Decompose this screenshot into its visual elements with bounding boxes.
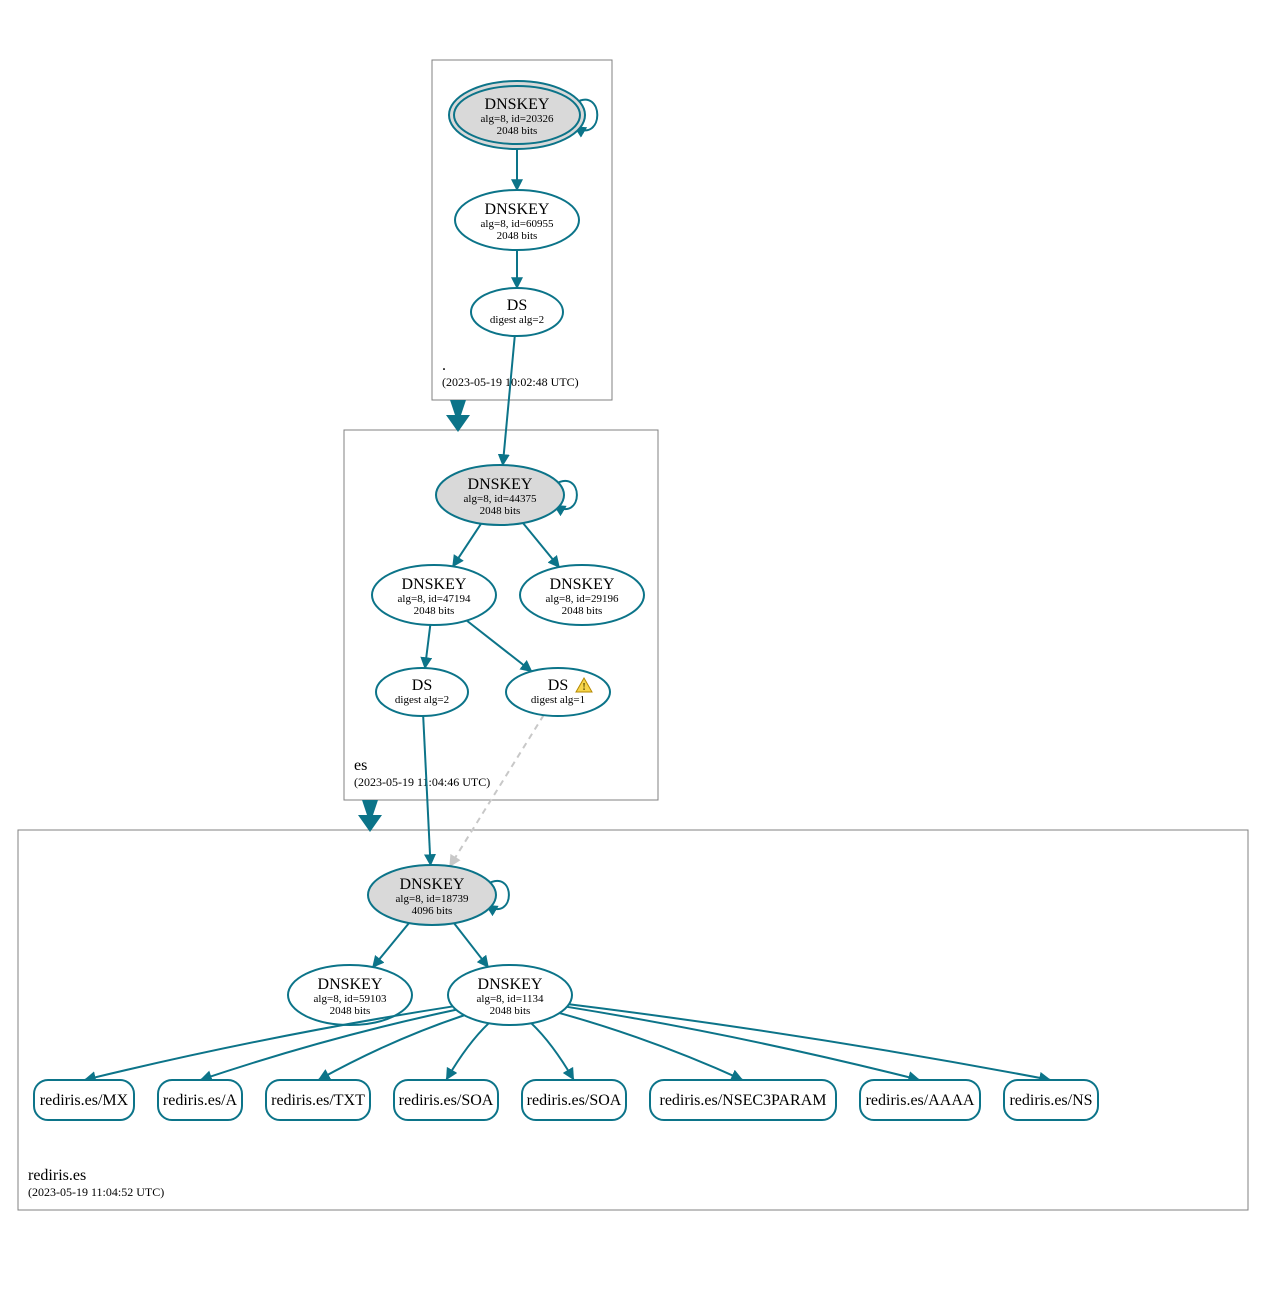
rrset-6: rediris.es/AAAA — [860, 1080, 980, 1120]
edge-red_ksk-red_zsk2 — [454, 923, 488, 967]
rrset-1: rediris.es/A — [158, 1080, 242, 1120]
svg-text:rediris.es: rediris.es — [28, 1167, 86, 1184]
svg-text:digest alg=1: digest alg=1 — [531, 694, 585, 706]
svg-text:rediris.es/SOA: rediris.es/SOA — [399, 1092, 494, 1109]
svg-text:digest alg=2: digest alg=2 — [490, 314, 544, 326]
edge-es_ds2-red_ksk — [450, 715, 544, 866]
node-red_ksk: DNSKEYalg=8, id=187394096 bits — [368, 865, 496, 925]
rrset-4: rediris.es/SOA — [522, 1080, 626, 1120]
svg-text:alg=8, id=18739: alg=8, id=18739 — [396, 893, 469, 905]
node-es_zsk2: DNSKEYalg=8, id=291962048 bits — [520, 565, 644, 625]
node-root_ds: DSdigest alg=2 — [471, 288, 563, 336]
svg-text:DNSKEY: DNSKEY — [318, 976, 383, 993]
svg-text:DNSKEY: DNSKEY — [550, 576, 615, 593]
svg-text:(2023-05-19 11:04:46 UTC): (2023-05-19 11:04:46 UTC) — [354, 775, 490, 789]
svg-text:rediris.es/NS: rediris.es/NS — [1009, 1092, 1092, 1109]
svg-text:2048 bits: 2048 bits — [497, 125, 538, 137]
svg-text:.: . — [442, 357, 446, 374]
edge-es_zsk1-es_ds1 — [425, 625, 430, 668]
svg-text:rediris.es/A: rediris.es/A — [163, 1092, 238, 1109]
svg-text:2048 bits: 2048 bits — [414, 605, 455, 617]
deleg-arrow-es-rediris — [358, 800, 382, 832]
edge-es_ksk-es_zsk2 — [523, 523, 559, 567]
edge-red_zsk2-rr7 — [569, 1004, 1050, 1080]
edge-red_zsk2-rr4 — [531, 1023, 573, 1079]
deleg-arrow-root-es — [446, 400, 470, 432]
svg-text:2048 bits: 2048 bits — [497, 230, 538, 242]
svg-text:(2023-05-19 11:04:52 UTC): (2023-05-19 11:04:52 UTC) — [28, 1185, 164, 1199]
svg-text:DNSKEY: DNSKEY — [400, 876, 465, 893]
node-es_zsk1: DNSKEYalg=8, id=471942048 bits — [372, 565, 496, 625]
node-es_ksk: DNSKEYalg=8, id=443752048 bits — [436, 465, 564, 525]
edge-es_ksk-es_zsk1 — [453, 524, 481, 567]
rrset-2: rediris.es/TXT — [266, 1080, 370, 1120]
edge-red_ksk-red_zsk1 — [373, 923, 409, 967]
svg-text:DS: DS — [548, 677, 568, 694]
svg-text:rediris.es/SOA: rediris.es/SOA — [527, 1092, 622, 1109]
svg-text:2048 bits: 2048 bits — [330, 1005, 371, 1017]
svg-text:digest alg=2: digest alg=2 — [395, 694, 449, 706]
svg-text:DS: DS — [412, 677, 432, 694]
node-root_ksk: DNSKEYalg=8, id=203262048 bits — [449, 81, 585, 149]
svg-text:DNSKEY: DNSKEY — [485, 201, 550, 218]
svg-text:alg=8, id=29196: alg=8, id=29196 — [546, 593, 619, 605]
svg-text:es: es — [354, 757, 367, 774]
rrset-3: rediris.es/SOA — [394, 1080, 498, 1120]
edge-red_zsk2-rr3 — [447, 1023, 489, 1079]
svg-text:2048 bits: 2048 bits — [480, 505, 521, 517]
svg-text:alg=8, id=47194: alg=8, id=47194 — [398, 593, 471, 605]
svg-text:DNSKEY: DNSKEY — [402, 576, 467, 593]
svg-text:!: ! — [582, 682, 585, 693]
svg-text:rediris.es/TXT: rediris.es/TXT — [271, 1092, 365, 1109]
edge-red_zsk2-rr0 — [85, 1006, 453, 1079]
svg-text:4096 bits: 4096 bits — [412, 905, 453, 917]
rrset-0: rediris.es/MX — [34, 1080, 134, 1120]
edge-es_ds1-red_ksk — [423, 716, 430, 865]
svg-text:rediris.es/MX: rediris.es/MX — [40, 1092, 129, 1109]
edge-es_zsk1-es_ds2 — [467, 621, 532, 672]
rrset-5: rediris.es/NSEC3PARAM — [650, 1080, 836, 1120]
svg-text:rediris.es/NSEC3PARAM: rediris.es/NSEC3PARAM — [660, 1092, 827, 1109]
svg-text:alg=8, id=59103: alg=8, id=59103 — [314, 993, 387, 1005]
node-root_zsk: DNSKEYalg=8, id=609552048 bits — [455, 190, 579, 250]
svg-text:2048 bits: 2048 bits — [562, 605, 603, 617]
zone-rediris: rediris.es(2023-05-19 11:04:52 UTC) — [18, 830, 1248, 1210]
svg-text:alg=8, id=44375: alg=8, id=44375 — [464, 493, 537, 505]
node-es_ds1: DSdigest alg=2 — [376, 668, 468, 716]
svg-text:DNSKEY: DNSKEY — [478, 976, 543, 993]
edge-root_ds-es_ksk — [503, 336, 515, 465]
svg-text:rediris.es/AAAA: rediris.es/AAAA — [866, 1092, 975, 1109]
rrset-7: rediris.es/NS — [1004, 1080, 1098, 1120]
svg-text:alg=8, id=1134: alg=8, id=1134 — [477, 993, 544, 1005]
svg-text:alg=8, id=20326: alg=8, id=20326 — [481, 113, 554, 125]
svg-text:DS: DS — [507, 297, 527, 314]
edge-red_zsk2-rr6 — [567, 1007, 919, 1080]
svg-text:DNSKEY: DNSKEY — [485, 96, 550, 113]
node-red_zsk2: DNSKEYalg=8, id=11342048 bits — [448, 965, 572, 1025]
node-es_ds2: DS!digest alg=1 — [506, 668, 610, 716]
svg-text:DNSKEY: DNSKEY — [468, 476, 533, 493]
svg-text:2048 bits: 2048 bits — [490, 1005, 531, 1017]
svg-text:alg=8, id=60955: alg=8, id=60955 — [481, 218, 554, 230]
